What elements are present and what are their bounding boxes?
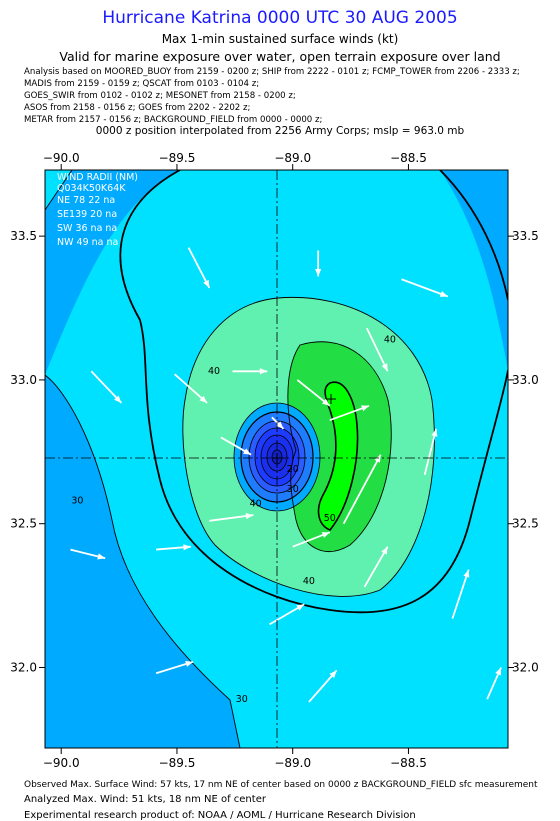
contour-line-55 <box>317 381 359 531</box>
analysis-line-2: MADIS from 2159 - 0159 z; QSCAT from 010… <box>24 79 260 89</box>
contour-label: 50 <box>324 513 336 524</box>
x-tick-label-bottom: −89.5 <box>159 756 196 770</box>
y-tick-label-right: 32.0 <box>512 660 539 674</box>
contour-labels: 30 30 40 40 40 40 50 20 30 <box>71 335 396 705</box>
wind-vector <box>296 379 331 407</box>
wind-vector <box>292 531 331 548</box>
wind-vector <box>423 428 438 476</box>
validity-note: Valid for marine exposure over water, op… <box>59 49 501 64</box>
wind-vector <box>315 250 322 277</box>
storm-center-marker <box>272 453 282 463</box>
y-tick-label-right: 33.0 <box>512 373 539 387</box>
wind-vector <box>401 278 449 298</box>
wind-radii-row-ne: NE 78 22 na <box>57 195 115 206</box>
wind-vector <box>365 327 389 372</box>
contour-label: 20 <box>287 464 299 475</box>
contour-line-30 <box>45 374 241 748</box>
wind-vector <box>156 544 191 551</box>
y-tick-label-left: 33.0 <box>10 373 37 387</box>
wind-vector <box>308 669 338 703</box>
x-tick-label-top: −90.0 <box>43 151 80 165</box>
wind-radii-table: WIND RADII (NM) Q034K50K64K NE 78 22 na … <box>57 172 138 248</box>
x-tick-label-bottom: −89.0 <box>274 756 311 770</box>
wind-vectors <box>70 247 502 703</box>
wind-vector <box>329 404 370 422</box>
wind-radii-header: Q034K50K64K <box>57 183 126 194</box>
y-tick-label-left: 32.0 <box>10 660 37 674</box>
contour-label: 40 <box>250 498 262 509</box>
analysis-line-3: GOES_SWIR from 0102 - 0102 z; MESONET fr… <box>24 91 296 101</box>
y-tick-label-right: 33.5 <box>512 229 539 243</box>
observed-max-wind: Observed Max. Surface Wind: 57 kts, 17 n… <box>24 780 538 790</box>
contour-line-40 <box>182 296 435 597</box>
wind-vector <box>174 373 208 404</box>
contour-label: 40 <box>303 576 315 587</box>
analysis-line-4: ASOS from 2158 - 0156 z; GOES from 2202 … <box>24 103 251 113</box>
experimental-note: Experimental research product of: NOAA /… <box>24 810 416 821</box>
chart-title: Hurricane Katrina 0000 UTC 30 AUG 2005 <box>102 8 458 28</box>
contour-line-35 <box>119 170 508 614</box>
analysis-line-5: METAR from 2157 - 0156 z; BACKGROUND_FIE… <box>24 115 323 125</box>
analysis-line-1: Analysis based on MOORED_BUOY from 2159 … <box>24 67 520 77</box>
x-tick-label-top: −88.5 <box>390 151 427 165</box>
wind-vector <box>342 454 382 525</box>
wind-vector <box>187 247 211 289</box>
wind-vector <box>155 660 194 675</box>
wind-radii-row-se: SE139 20 na <box>57 209 117 220</box>
wind-vector <box>269 603 305 626</box>
x-tick-label-top: −89.5 <box>159 151 196 165</box>
wind-vector <box>90 370 123 404</box>
wind-vector <box>70 548 106 560</box>
wind-radii-row-sw: SW 36 na na <box>57 223 117 234</box>
contour-label: 30 <box>236 694 248 705</box>
max-wind-marker <box>326 394 336 404</box>
chart-subtitle: Max 1-min sustained surface winds (kt) <box>161 32 399 46</box>
contour-label: 40 <box>384 335 396 346</box>
wind-vector <box>232 368 268 375</box>
wind-radii-row-nw: NW 49 na na <box>57 237 118 248</box>
x-tick-label-bottom: −88.5 <box>390 756 427 770</box>
band-above-55 <box>318 382 358 530</box>
contour-line-50 <box>287 341 392 552</box>
wind-radii-title: WIND RADII (NM) <box>57 172 138 183</box>
contour-label: 30 <box>287 484 299 495</box>
contour-line-30-left-edge <box>45 170 73 211</box>
wind-vector <box>486 667 502 700</box>
wind-vector <box>209 512 254 522</box>
x-tick-label-top: −89.0 <box>274 151 311 165</box>
analyzed-max-wind: Analyzed Max. Wind: 51 kts, 18 nm NE of … <box>24 794 266 805</box>
axis-ticks: −90.0 −90.0 −89.5 −89.5 −89.0 −89.0 −88.5 −88.5… <box>10 151 538 770</box>
contour-label: 40 <box>208 366 220 377</box>
y-tick-label-left: 32.5 <box>10 517 37 531</box>
y-tick-label-right: 32.5 <box>512 517 539 531</box>
contour-label: 30 <box>71 496 83 507</box>
y-tick-label-left: 33.5 <box>10 229 37 243</box>
x-tick-label-bottom: −90.0 <box>43 756 80 770</box>
wind-vector <box>220 436 252 456</box>
wind-vector <box>271 416 285 430</box>
plot-frame <box>44 169 509 749</box>
wind-vector <box>363 546 389 588</box>
wind-vector <box>451 569 470 619</box>
position-note: 0000 z position interpolated from 2256 A… <box>95 125 465 137</box>
